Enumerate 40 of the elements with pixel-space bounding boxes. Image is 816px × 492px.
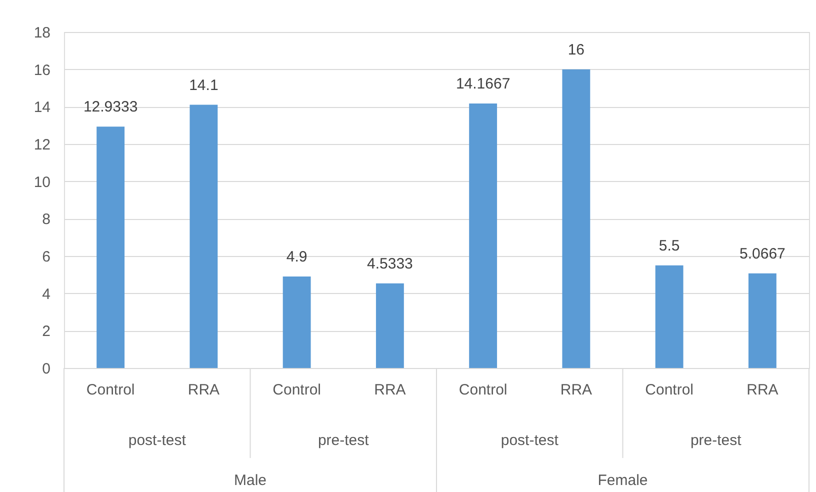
text: Female [598, 472, 648, 489]
bar [376, 283, 404, 368]
x-tick-label: RRA [374, 382, 406, 398]
x-tick-label: Control [86, 382, 135, 398]
bar [282, 276, 311, 368]
data-label: 12.9333 [83, 98, 138, 116]
data-label: 4.5333 [366, 255, 413, 272]
y-tick-label: 16 [34, 62, 50, 79]
bar [190, 104, 218, 368]
y-tick-label: 14 [34, 99, 50, 116]
y-tick-label: 6 [42, 248, 50, 266]
data-label: 14.1667 [456, 76, 510, 93]
y-tick-label: 10 [34, 174, 50, 191]
data-label: 4.9 [286, 248, 308, 266]
data-label: 14.1 [189, 76, 218, 94]
y-tick-label: 18 [34, 24, 50, 42]
text: pre-test [690, 432, 742, 449]
y-tick-label: 12 [34, 136, 50, 154]
x-tick-label: RRA [746, 382, 778, 398]
x-tick-label: RRA [188, 382, 220, 398]
x-tick-label: Control [458, 382, 508, 398]
y-tick-label: 4 [42, 286, 50, 303]
bar [748, 273, 776, 368]
x-tick-label: Control [645, 382, 694, 398]
text: Male [234, 472, 267, 489]
text: post-test [128, 432, 187, 449]
y-tick-label: 0 [42, 360, 50, 378]
bar [469, 104, 498, 368]
bar [562, 69, 590, 368]
y-tick-label: 8 [42, 211, 50, 228]
text: pre-test [318, 432, 370, 449]
y-tick-label: 2 [42, 323, 50, 340]
data-label: 5.5 [658, 237, 680, 254]
text: post-test [500, 432, 560, 449]
data-label: 5.0667 [739, 245, 786, 262]
data-label: 16 [568, 41, 585, 58]
x-tick-label: Control [272, 382, 321, 398]
bar [655, 265, 684, 368]
x-tick-label: RRA [560, 382, 592, 398]
bar [96, 126, 125, 368]
